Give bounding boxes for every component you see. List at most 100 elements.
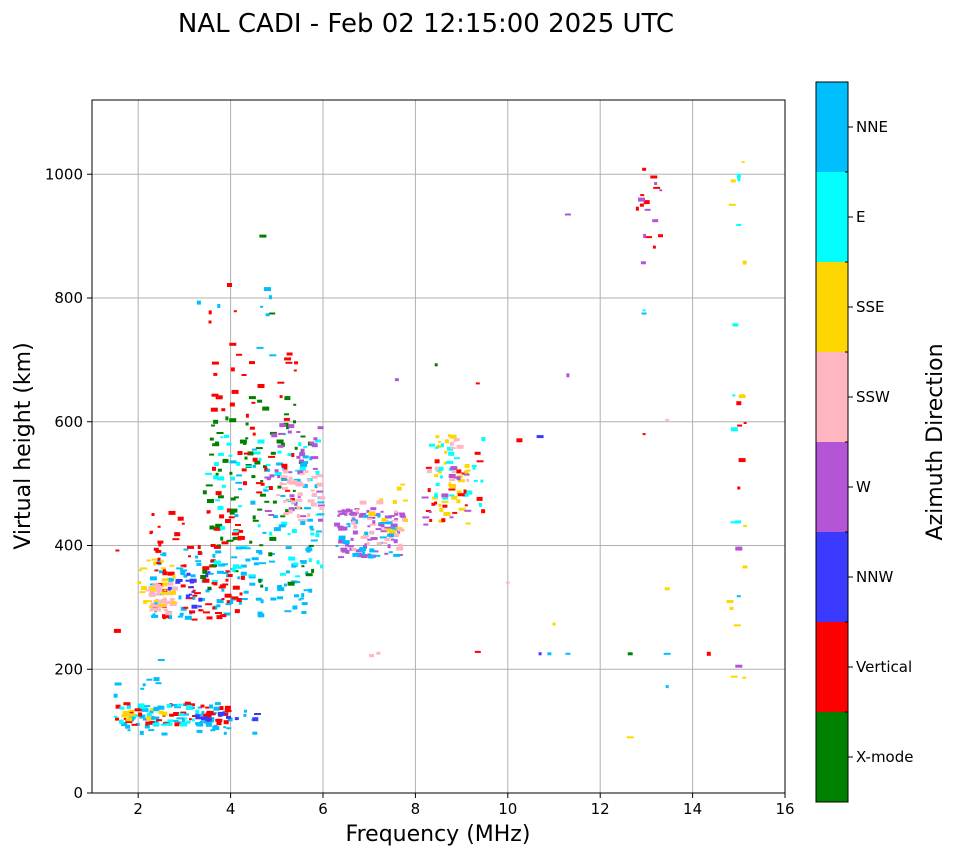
echo-point-nne [260,305,264,308]
echo-point-nne [259,562,266,565]
echo-point-nne [158,705,165,710]
echo-point-nne [249,582,256,586]
echo-point-e [435,483,440,486]
echo-point-sse [139,569,142,572]
echo-point-x-mode [257,508,263,511]
echo-point-nne [736,595,741,598]
echo-point-ssw [311,475,318,479]
echo-point-vertical [227,283,232,287]
echo-point-vertical [162,568,166,573]
echo-point-nne [257,614,262,618]
echo-point-nne [278,524,286,528]
echo-point-sse [438,440,442,443]
echo-point-nne [315,530,322,533]
echo-point-w [299,452,306,457]
echo-point-x-mode [220,536,224,541]
colorbar-swatch-w [816,442,848,532]
echo-point-e [152,722,160,726]
echo-point-nne [153,677,160,682]
y-tick-label: 800 [54,289,83,307]
echo-point-nne [260,599,264,604]
echo-point-nnw [538,652,542,656]
echo-point-x-mode [252,515,256,520]
echo-point-x-mode [222,458,229,463]
echo-point-nne [216,599,224,604]
echo-point-nne [308,588,313,593]
echo-point-e [316,560,320,565]
echo-point-ssw [359,500,367,505]
echo-point-vertical [226,600,230,604]
echo-point-nne [310,528,315,531]
echo-point-e [164,723,169,726]
echo-point-vertical [198,609,202,611]
echo-point-nne [221,588,225,592]
echo-point-nne [179,612,184,616]
echo-point-vertical [215,718,223,722]
echo-point-nne [167,577,175,581]
echo-point-e [480,479,484,483]
echo-point-nne [237,576,241,580]
echo-point-nne [198,713,204,716]
echo-point-x-mode [239,439,247,444]
echo-point-e [448,451,455,456]
echo-point-w [338,526,346,531]
echo-point-nne [223,726,227,729]
echo-point-x-mode [268,552,273,557]
echo-point-e [217,505,224,510]
echo-point-w [279,423,285,428]
echo-point-vertical [425,510,431,512]
echo-point-vertical [205,603,213,606]
echo-point-w [450,466,458,471]
echo-point-vertical [452,511,458,514]
echo-point-sse [437,470,442,474]
echo-point-nne [226,727,232,730]
echo-point-nne [174,706,181,709]
echo-point-vertical [237,536,242,541]
echo-point-vertical [233,310,237,313]
echo-point-e [287,453,293,457]
echo-point-nne [285,546,292,550]
echo-point-vertical [642,167,647,171]
echo-point-ssw [292,479,298,483]
echo-point-e [235,565,243,569]
echo-point-vertical [232,585,240,590]
echo-point-x-mode [259,493,266,497]
chart-title: NAL CADI - Feb 02 12:15:00 2025 UTC [178,9,674,39]
echo-point-vertical [264,466,268,471]
echo-point-x-mode [258,578,262,583]
echo-point-w [384,515,392,519]
echo-point-e [453,457,460,460]
echo-point-vertical [157,582,165,586]
echo-point-ssw [307,499,315,503]
echo-point-ssw [363,535,370,537]
echo-point-w [421,496,429,499]
echo-point-e [730,521,738,524]
echo-point-nne [363,514,369,518]
echo-point-w [394,378,399,382]
echo-point-sse [146,716,152,721]
echo-point-e [478,502,482,507]
echo-point-vertical [652,245,656,249]
echo-point-nne [256,550,263,553]
echo-point-vertical [225,709,232,712]
echo-point-w [298,459,304,463]
echo-point-nne [269,553,275,555]
echo-point-ssw [394,532,399,537]
echo-point-sse [444,450,448,454]
echo-point-sse [128,709,135,712]
echo-point-e [217,452,224,456]
echo-point-nne [196,562,202,566]
echo-point-nne [234,514,239,518]
echo-point-ssw [276,494,281,496]
echo-point-sse [445,439,449,444]
echo-point-ssw [154,608,162,612]
echo-point-ssw [391,519,399,522]
echo-point-vertical [448,488,456,491]
echo-point-x-mode [225,416,229,421]
echo-point-vertical [431,502,436,506]
echo-point-w [347,545,354,548]
echo-point-e [224,435,229,438]
echo-point-w [643,233,647,238]
colorbar-swatch-x-mode [816,712,848,802]
echo-point-w [300,448,305,452]
